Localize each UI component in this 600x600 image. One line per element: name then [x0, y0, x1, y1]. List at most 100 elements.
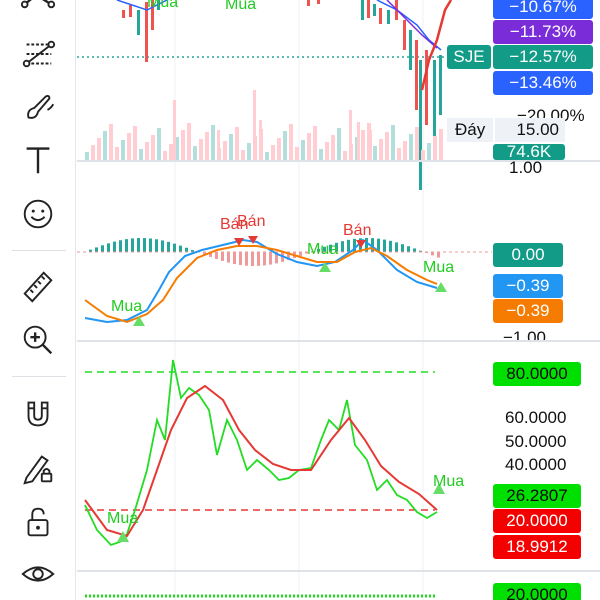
- volume-bar: [271, 145, 275, 160]
- volume-bar: [301, 140, 305, 160]
- volume-bar: [403, 141, 407, 160]
- ruler-tool-icon[interactable]: [14, 264, 62, 308]
- lock-drawing-tool-icon[interactable]: [14, 446, 62, 490]
- macd-histogram-bar: [425, 252, 428, 254]
- chart-area[interactable]: Mua Mua −10.67% −11.73% SJE −12.57% −13.…: [77, 0, 600, 600]
- buy-signal-label: Mua: [107, 510, 139, 527]
- signal-line: [84, 245, 438, 324]
- visibility-eye-icon[interactable]: [14, 552, 62, 596]
- price-candle: [379, 8, 382, 24]
- lower-band-tag: 20.0000: [493, 509, 581, 533]
- volume-bar: [85, 152, 89, 160]
- macd-histogram-bar: [143, 238, 146, 252]
- current-change-tag: −12.57%: [493, 45, 593, 69]
- volume-bar: [175, 137, 179, 160]
- zoom-in-tool-icon[interactable]: [14, 318, 62, 362]
- price-candle: [307, 0, 310, 6]
- pane-separator[interactable]: [77, 160, 600, 162]
- price-candle: [317, 0, 320, 4]
- macd-histogram-bar: [215, 252, 218, 260]
- macd-histogram-bar: [179, 245, 182, 252]
- macd-histogram-bar: [95, 247, 98, 252]
- macd-histogram-bar: [203, 252, 206, 255]
- buy-signal-marker: [117, 531, 129, 542]
- volume-bar: [313, 126, 317, 160]
- stoch-k-line: [84, 359, 438, 547]
- macd-histogram-bar: [125, 239, 128, 252]
- volume-bar: [115, 147, 119, 160]
- volume-bar: [103, 131, 107, 160]
- pitchfork-tool-icon[interactable]: [14, 32, 62, 76]
- macd-histogram-bar: [107, 243, 110, 252]
- volume-bar: [397, 148, 401, 160]
- price-candle: [373, 4, 376, 16]
- buy-signal-label: Mua: [147, 0, 179, 11]
- emoji-tool-icon[interactable]: [14, 192, 62, 236]
- sell-signal-marker: [356, 240, 366, 248]
- volume-bar: [373, 146, 377, 160]
- price-candle: [122, 10, 125, 18]
- unlock-icon[interactable]: [14, 500, 62, 544]
- volume-bar: [133, 126, 137, 160]
- price-candle: [433, 60, 436, 150]
- volume-bar: [385, 132, 389, 160]
- macd-histogram-bar: [371, 238, 374, 252]
- macd-histogram-bar: [377, 238, 380, 252]
- trend-line-tool-icon[interactable]: [14, 0, 62, 34]
- volume-bar: [121, 140, 125, 160]
- macd-axis-top: 1.00: [509, 158, 543, 177]
- volume-bar: [259, 120, 262, 160]
- volume-bar: [181, 130, 185, 160]
- pane-separator[interactable]: [77, 570, 600, 572]
- macd-histogram-bar: [323, 246, 326, 252]
- macd-hist-tag: 0.00: [493, 243, 563, 267]
- chart-canvas[interactable]: [77, 0, 600, 600]
- magnet-tool-icon[interactable]: [14, 392, 62, 436]
- volume-bar: [223, 141, 227, 160]
- macd-histogram-bar: [341, 241, 344, 252]
- stoch-d-tag: 18.9912: [493, 535, 581, 559]
- volume-bar: [235, 127, 239, 160]
- macd-histogram-bar: [113, 241, 116, 252]
- buy-signal-marker: [433, 483, 445, 494]
- volume-bar: [369, 130, 372, 160]
- volume-bar: [421, 150, 425, 160]
- macd-histogram-bar: [101, 245, 104, 252]
- volume-bar: [151, 135, 155, 160]
- volume-bar: [157, 128, 161, 160]
- brush-tool-icon[interactable]: [14, 86, 62, 130]
- volume-bar: [379, 139, 383, 160]
- ma-line: [420, 0, 453, 91]
- volume-bar: [427, 143, 431, 160]
- macd-histogram-bar: [251, 252, 254, 266]
- volume-bar: [357, 122, 360, 160]
- price-candle: [419, 60, 422, 190]
- text-tool-icon[interactable]: [14, 138, 62, 182]
- volume-bar: [265, 152, 269, 160]
- buy-signal-label: Mua: [433, 473, 465, 490]
- sell-signal-marker: [234, 238, 244, 246]
- volume-bar: [433, 136, 437, 160]
- macd-histogram-bar: [161, 240, 164, 252]
- buy-signal-label: Mua: [225, 0, 257, 13]
- price-candle: [439, 55, 442, 115]
- volume-bar: [283, 131, 287, 160]
- macd-histogram-bar: [383, 239, 386, 252]
- buy-signal-label: Mua: [111, 298, 143, 315]
- price-candle: [425, 50, 428, 125]
- macd-histogram-bar: [89, 249, 92, 252]
- price-candle: [151, 0, 154, 30]
- pane-separator[interactable]: [77, 340, 600, 342]
- macd-histogram-bar: [305, 252, 308, 254]
- volume-bar: [229, 134, 233, 160]
- volume-bar: [169, 144, 173, 160]
- macd-histogram-bar: [389, 240, 392, 252]
- macd-histogram-bar: [407, 246, 410, 252]
- buy-signal-marker: [435, 282, 447, 292]
- macd-histogram-bar: [191, 250, 194, 252]
- price-candle: [387, 10, 390, 24]
- stoch-k-tag: 26.2807: [493, 484, 581, 508]
- volume-bar: [173, 100, 176, 160]
- volume-bar: [241, 150, 245, 160]
- volume-bar: [319, 149, 323, 160]
